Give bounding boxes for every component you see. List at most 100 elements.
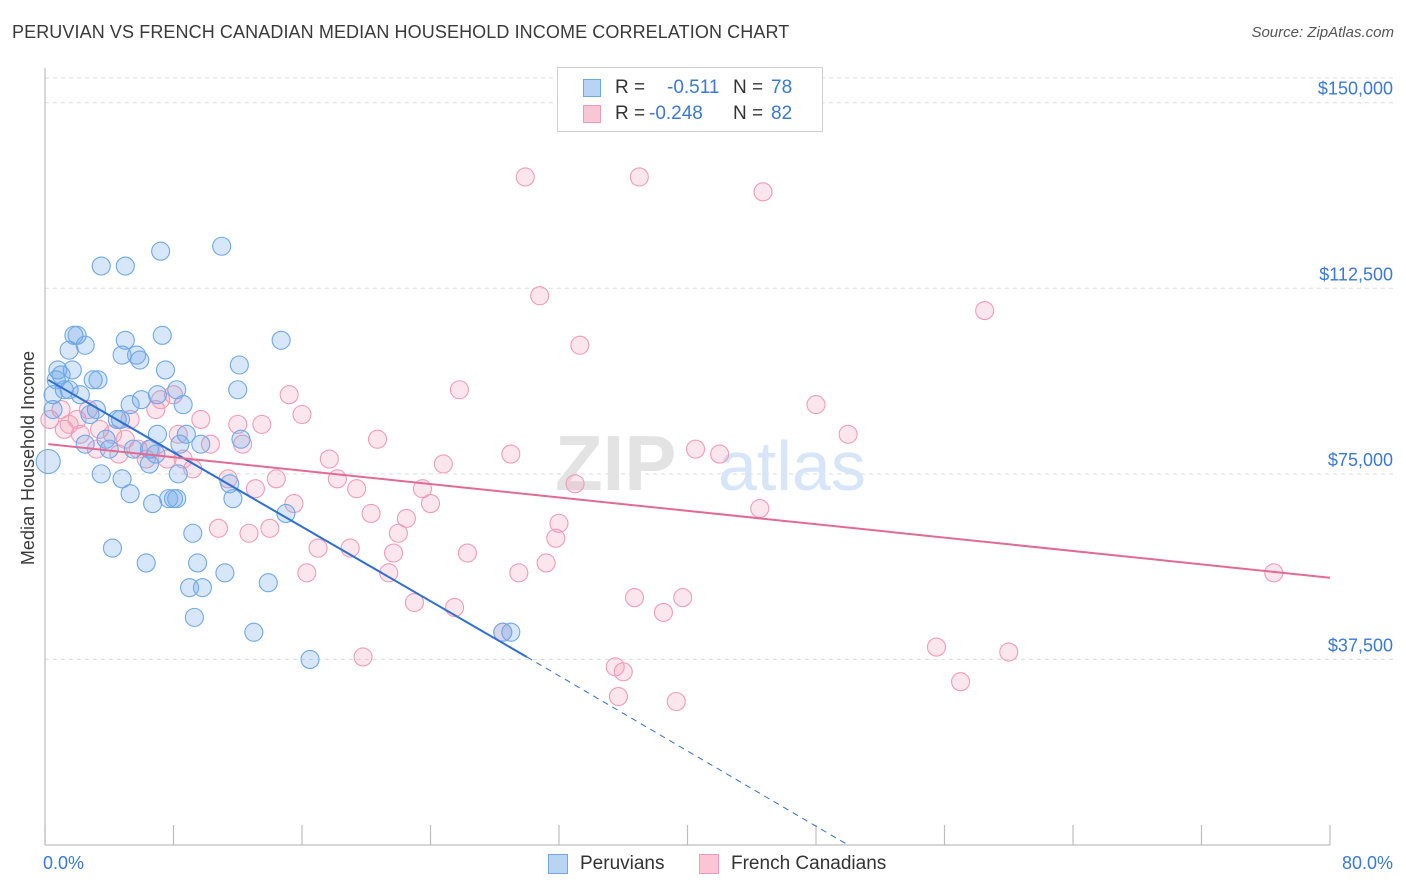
- point-peruvian: [112, 345, 132, 365]
- point-french-canadian: [685, 439, 706, 459]
- y-axis-label: Median Household Income: [18, 351, 38, 565]
- point-peruvian: [130, 350, 150, 370]
- point-peruvian: [155, 360, 176, 380]
- point-french-canadian: [710, 444, 730, 464]
- point-french-canadian: [367, 429, 388, 449]
- point-french-canadian: [279, 385, 299, 405]
- point-peruvian: [112, 469, 132, 489]
- point-peruvian: [228, 380, 248, 400]
- chart-source: Source: ZipAtlas.com: [1251, 24, 1394, 41]
- point-french-canadian: [806, 395, 826, 415]
- trend-line-peruvians-extension: [526, 656, 849, 846]
- point-french-canadian: [70, 424, 90, 444]
- point-french-canadian: [926, 637, 947, 657]
- y-tick-label: $37,500: [1328, 635, 1393, 655]
- point-peruvian: [212, 236, 232, 256]
- point-peruvian: [70, 385, 90, 405]
- point-peruvian: [192, 578, 212, 598]
- point-french-canadian: [228, 414, 248, 434]
- point-french-canadian: [115, 429, 135, 449]
- point-peruvian: [258, 573, 278, 593]
- y-tick-label: $75,000: [1328, 450, 1393, 470]
- point-french-canadian: [449, 380, 469, 400]
- bottom-legend-label-peruvians: Peruvians: [580, 853, 665, 874]
- point-peruvian: [191, 434, 211, 454]
- bottom-legend-swatch-french-canadians: [699, 854, 719, 874]
- point-french-canadian: [208, 518, 229, 538]
- point-peruvian: [167, 489, 187, 509]
- point-french-canadian: [750, 498, 770, 519]
- trend-line-french-canadians: [48, 443, 1331, 579]
- point-peruvian: [120, 484, 140, 504]
- point-french-canadian: [51, 399, 71, 420]
- y-tick-label: $112,500: [1319, 264, 1393, 284]
- point-french-canadian: [433, 454, 453, 474]
- point-french-canadian: [319, 449, 339, 469]
- point-french-canadian: [653, 602, 673, 622]
- point-french-canadian: [260, 518, 280, 538]
- bottom-legend-label-french-canadians: French Canadians: [731, 853, 887, 874]
- point-peruvian: [91, 256, 111, 276]
- point-french-canadian: [404, 592, 424, 613]
- point-french-canadian: [546, 528, 566, 548]
- point-peruvian: [115, 256, 135, 276]
- point-french-canadian: [515, 167, 535, 187]
- point-french-canadian: [509, 563, 529, 583]
- chart-title: PERUVIAN VS FRENCH CANADIAN MEDIAN HOUSE…: [12, 22, 790, 42]
- legend-r-value: -0.511: [667, 77, 720, 98]
- point-peruvian: [215, 563, 235, 583]
- point-peruvian: [159, 489, 179, 509]
- legend-n-value: 82: [771, 103, 793, 124]
- point-peruvian: [184, 607, 204, 627]
- point-peruvian: [151, 241, 171, 261]
- point-french-canadian: [975, 301, 995, 321]
- point-french-canadian: [388, 523, 408, 543]
- point-peruvian: [136, 553, 156, 573]
- legend-r-value: -0.248: [649, 103, 703, 124]
- point-french-canadian: [361, 503, 381, 524]
- point-peruvian: [120, 395, 140, 415]
- point-peruvian: [501, 622, 521, 642]
- point-french-canadian: [168, 424, 188, 444]
- point-french-canadian: [613, 662, 633, 682]
- point-peruvian: [67, 325, 87, 345]
- bottom-legend-peruvians: Peruvians: [548, 852, 665, 876]
- legend-row-peruvians: R = -0.511 N = 78: [583, 76, 792, 100]
- trend-lines: [47, 378, 1331, 846]
- point-peruvian: [188, 553, 208, 573]
- point-french-canadian: [666, 691, 686, 712]
- axis-labels: Median Household Income $37,500 $75,000 $1…: [18, 79, 1393, 873]
- point-french-canadian: [608, 686, 628, 707]
- point-peruvian: [123, 439, 143, 459]
- point-french-canadian: [146, 399, 166, 420]
- point-french-canadian: [90, 419, 110, 439]
- point-peruvian: [83, 370, 103, 390]
- point-peruvian: [91, 464, 111, 484]
- point-french-canadian: [102, 424, 123, 444]
- point-peruvian: [143, 494, 163, 514]
- point-french-canadian: [420, 494, 441, 514]
- point-french-canadian: [284, 494, 304, 514]
- point-french-canadian: [838, 424, 858, 444]
- point-peruvian: [62, 360, 82, 380]
- point-french-canadian: [565, 474, 585, 494]
- point-french-canadian: [629, 167, 649, 187]
- point-peruvian: [173, 395, 193, 415]
- bottom-legend-french-canadians: French Canadians: [699, 852, 886, 876]
- axes: [44, 68, 1331, 846]
- point-french-canadian: [501, 444, 521, 464]
- point-peruvian: [244, 622, 264, 642]
- point-peruvian: [102, 538, 123, 558]
- point-french-canadian: [536, 553, 556, 573]
- point-peruvian: [276, 503, 296, 524]
- point-french-canadian: [266, 469, 286, 489]
- point-peruvian: [43, 399, 63, 420]
- point-french-canadian: [200, 434, 220, 454]
- point-french-canadian: [396, 508, 416, 528]
- legend-swatch-peruvians: [583, 79, 601, 97]
- legend-r-label: R =: [615, 103, 646, 124]
- point-french-canadian: [191, 409, 211, 429]
- watermark-zip: ZIP: [555, 419, 676, 507]
- trend-line-peruvians: [47, 378, 528, 658]
